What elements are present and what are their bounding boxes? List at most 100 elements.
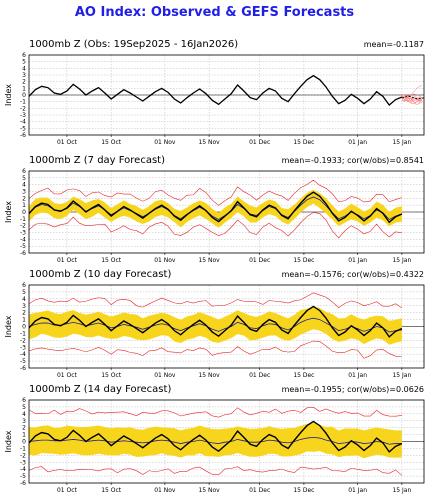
y-tick-label: -3: [20, 112, 26, 119]
y-tick-label: 2: [22, 425, 26, 432]
x-tick-label: 15 Oct: [101, 372, 122, 379]
y-tick-label: -1: [20, 330, 26, 337]
y-tick-label: 0: [22, 439, 26, 446]
x-tick-label: 01 Nov: [154, 257, 176, 264]
y-tick-label: 6: [22, 52, 26, 59]
forecast-mean-line: [29, 317, 402, 333]
lower-bound-line: [29, 466, 403, 476]
y-tick-label: 5: [22, 404, 26, 411]
x-tick-label: 01 Nov: [154, 487, 176, 494]
observed-line: [29, 191, 403, 224]
panel-stats: mean=-0.1955; cor(w/obs)=0.0626: [282, 385, 424, 394]
panel-stats: mean=-0.1933; cor(w/obs)=0.8541: [282, 156, 424, 165]
y-tick-label: -5: [20, 125, 26, 132]
y-tick-label: 0: [22, 209, 26, 216]
x-tick-label: 15 Jan: [392, 487, 411, 494]
x-tick-label: 01 Oct: [57, 372, 78, 379]
x-tick-label: 01 Jan: [348, 139, 367, 146]
y-tick-label: -4: [20, 466, 26, 473]
x-tick-label: 15 Dec: [293, 372, 314, 379]
x-tick-label: 01 Jan: [348, 487, 367, 494]
x-tick-label: 01 Jan: [348, 372, 367, 379]
forecast-member-line: [401, 85, 422, 100]
y-tick-label: 5: [22, 289, 26, 296]
x-tick-label: 15 Nov: [198, 139, 220, 146]
panel-title: 1000mb Z (10 day Forecast): [29, 269, 171, 280]
y-tick-label: 5: [22, 175, 26, 182]
x-tick-label: 15 Oct: [101, 257, 122, 264]
panel-title: 1000mb Z (Obs: 19Sep2025 - 16Jan2026): [29, 39, 238, 50]
plot-area: [29, 74, 424, 106]
observed-line: [29, 420, 403, 453]
main-title: AO Index: Observed & GEFS Forecasts: [74, 5, 355, 20]
forecast-member-line: [401, 97, 422, 104]
y-axis-label: Index: [4, 201, 13, 223]
panel-stats: mean=-0.1187: [364, 40, 424, 49]
y-tick-label: -4: [20, 236, 26, 243]
plot-area: [29, 292, 403, 359]
y-tick-label: -6: [20, 250, 26, 257]
x-tick-label: 01 Dec: [249, 487, 270, 494]
y-tick-label: 6: [22, 397, 26, 404]
x-tick-label: 15 Oct: [101, 487, 122, 494]
x-tick-label: 15 Dec: [293, 257, 314, 264]
observed-line: [29, 74, 403, 106]
upper-bound-line: [29, 407, 402, 418]
y-tick-label: 2: [22, 79, 26, 86]
y-tick-label: -6: [20, 132, 26, 139]
forecast-mean-line: [401, 95, 424, 100]
x-tick-label: 15 Nov: [198, 257, 220, 264]
y-tick-label: 4: [22, 182, 26, 189]
forecast-member-line: [401, 93, 422, 98]
y-tick-label: -3: [20, 344, 26, 351]
plot-frame: [28, 54, 425, 136]
plot-area: [29, 179, 403, 239]
y-tick-label: -1: [20, 445, 26, 452]
x-tick-label: 01 Dec: [249, 372, 270, 379]
x-tick-label: 15 Jan: [392, 372, 411, 379]
panel-2: 1000mb Z (7 day Forecast) mean=-0.1933; c…: [4, 155, 425, 264]
y-tick-label: -1: [20, 216, 26, 223]
upper-bound-line: [29, 292, 403, 309]
x-tick-label: 01 Dec: [249, 257, 270, 264]
y-tick-label: 3: [22, 189, 26, 196]
y-tick-label: -5: [20, 358, 26, 365]
plot-area: [29, 407, 403, 476]
panel-title: 1000mb Z (7 day Forecast): [29, 155, 165, 166]
y-tick-label: -6: [20, 480, 26, 487]
y-tick-label: 4: [22, 411, 26, 418]
y-tick-label: -5: [20, 243, 26, 250]
y-tick-label: 1: [22, 85, 26, 92]
panel-3: 1000mb Z (10 day Forecast) mean=-0.1576; …: [4, 269, 425, 379]
x-tick-label: 15 Nov: [198, 487, 220, 494]
x-tick-label: 01 Jan: [348, 257, 367, 264]
y-tick-label: 2: [22, 195, 26, 202]
y-tick-label: 1: [22, 317, 26, 324]
y-tick-label: -5: [20, 473, 26, 480]
spread-band: [29, 422, 402, 459]
panel-1: 1000mb Z (Obs: 19Sep2025 - 16Jan2026) mea…: [4, 39, 425, 146]
plot-frame: [28, 284, 425, 369]
x-tick-label: 01 Dec: [249, 139, 270, 146]
y-tick-label: 3: [22, 72, 26, 79]
y-tick-label: -4: [20, 119, 26, 126]
y-tick-label: -4: [20, 351, 26, 358]
y-tick-label: -2: [20, 223, 26, 230]
x-tick-label: 01 Oct: [57, 487, 78, 494]
lower-bound-line: [29, 212, 402, 239]
panel-4: 1000mb Z (14 day Forecast) mean=-0.1955; …: [4, 384, 425, 494]
x-tick-label: 01 Nov: [154, 372, 176, 379]
upper-bound-line: [29, 179, 402, 206]
y-tick-label: 4: [22, 296, 26, 303]
x-tick-label: 01 Oct: [57, 139, 78, 146]
x-tick-label: 15 Dec: [293, 487, 314, 494]
spread-band: [29, 306, 402, 345]
x-tick-label: 15 Jan: [392, 139, 411, 146]
y-tick-label: 4: [22, 65, 26, 72]
x-tick-label: 01 Nov: [154, 139, 176, 146]
y-tick-label: -6: [20, 365, 26, 372]
y-tick-label: 2: [22, 310, 26, 317]
y-tick-label: -2: [20, 452, 26, 459]
y-tick-label: 5: [22, 59, 26, 66]
